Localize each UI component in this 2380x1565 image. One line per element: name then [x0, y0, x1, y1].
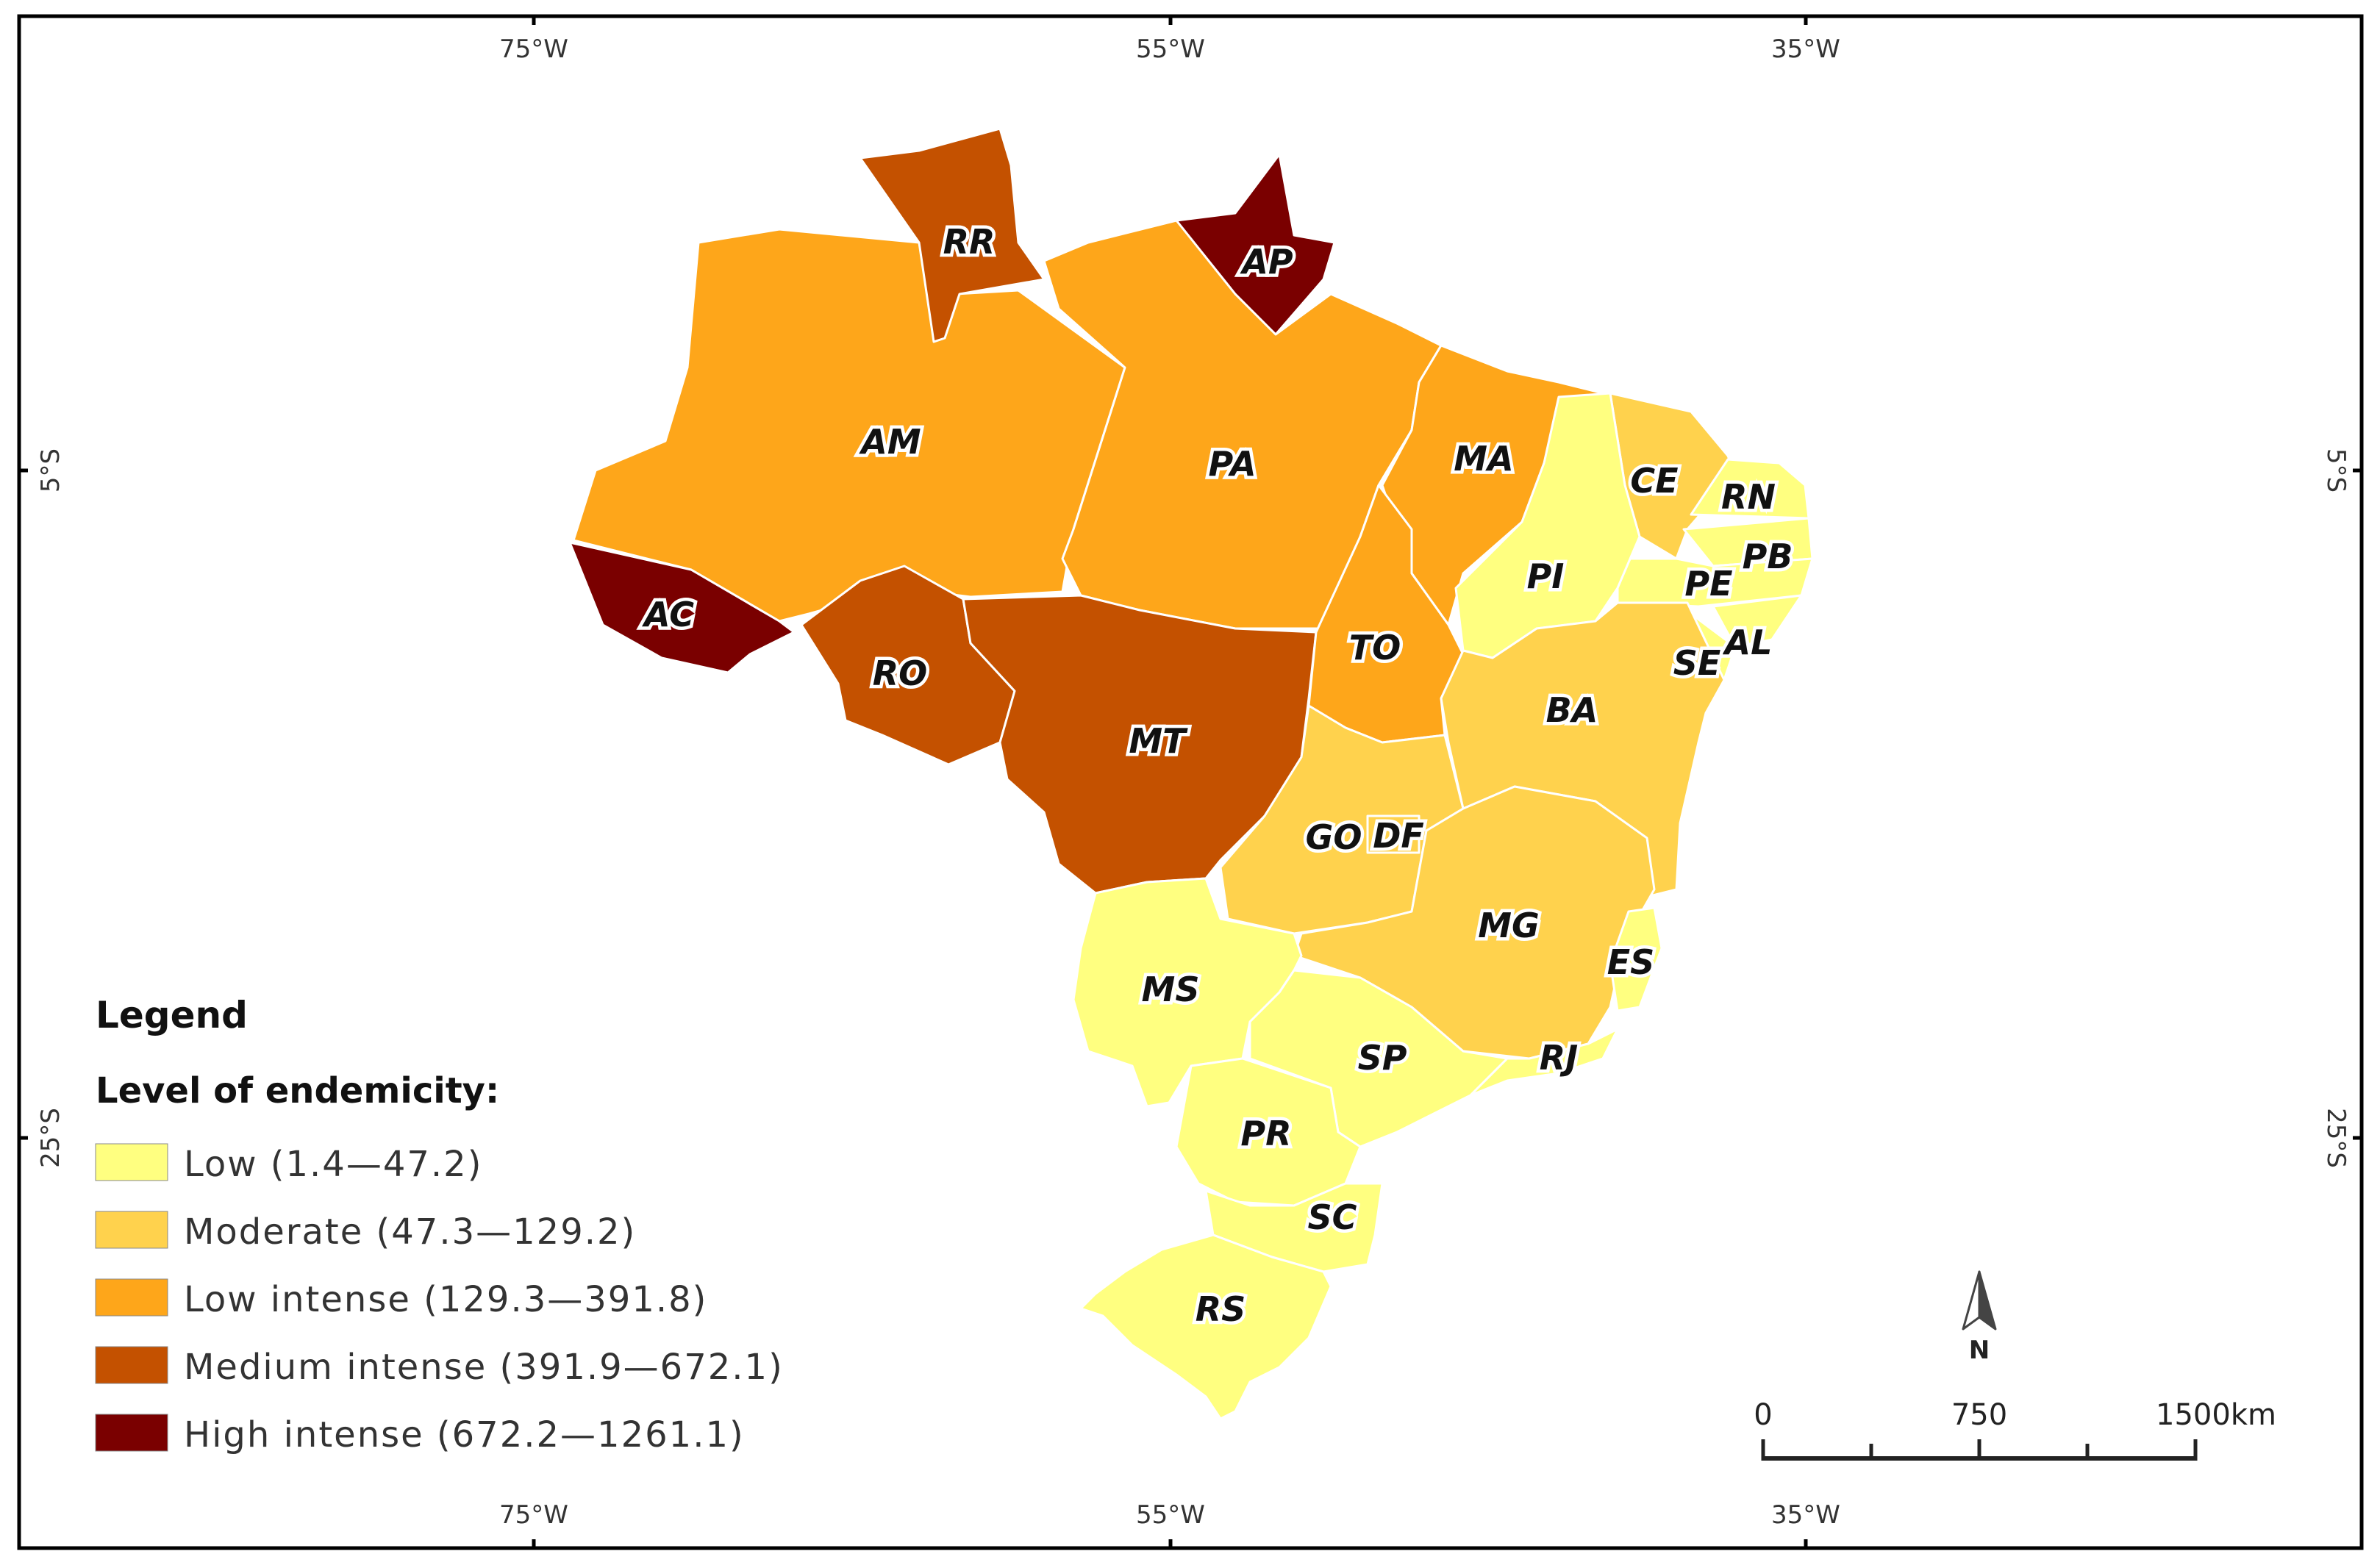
- legend-label-medium-intense: Medium intense (391.9—672.1): [184, 1347, 784, 1388]
- state-label-mt: MT: [1129, 721, 1188, 761]
- scale-bar: 0 750 1500km: [1754, 1398, 2276, 1461]
- state-label-ac: AC: [642, 595, 694, 634]
- state-rs: [1079, 1233, 1332, 1420]
- grid-label-bottom-75w: 75°W: [499, 1500, 568, 1530]
- state-label-pr: PR: [1240, 1114, 1291, 1153]
- state-label-pe: PE: [1684, 564, 1732, 604]
- state-al: [1712, 594, 1803, 648]
- state-label-rs: RS: [1196, 1289, 1246, 1329]
- grid-label-top-55w: 55°W: [1136, 35, 1205, 64]
- state-label-pa: PA: [1208, 444, 1256, 484]
- legend-swatch-low: [95, 1143, 168, 1181]
- grid-label-right-25s: 25°S: [2321, 1108, 2351, 1168]
- grid-label-bottom-55w: 55°W: [1136, 1500, 1205, 1530]
- graticule-ticks: [19, 16, 2362, 1548]
- state-rr: [859, 127, 1046, 343]
- state-label-sc: SC: [1308, 1197, 1357, 1237]
- legend-label-low-intense: Low intense (129.3—391.8): [184, 1279, 707, 1320]
- state-label-rn: RN: [1721, 477, 1776, 517]
- state-label-to: TO: [1349, 628, 1401, 667]
- state-label-sp: SP: [1358, 1038, 1407, 1078]
- state-label-rr: RR: [943, 222, 996, 262]
- legend-subtitle: Level of endemicity:: [96, 1070, 499, 1111]
- state-rj: [1469, 1028, 1619, 1097]
- state-ac: [568, 541, 796, 674]
- state-es: [1609, 906, 1663, 1012]
- legend-label-low: Low (1.4—47.2): [184, 1144, 482, 1185]
- state-label-ba: BA: [1546, 690, 1598, 730]
- legend-swatch-high-intense: [95, 1414, 168, 1452]
- north-arrow-icon: N: [1962, 1270, 1997, 1365]
- state-label-se: SE: [1673, 643, 1721, 683]
- states-layer: [568, 127, 1814, 1420]
- grid-label-bottom-35w: 35°W: [1771, 1500, 1840, 1530]
- state-ms: [1072, 877, 1303, 1108]
- state-label-al: AL: [1723, 623, 1773, 662]
- grid-label-right-5s: 5°S: [2321, 448, 2351, 493]
- state-ma: [1381, 344, 1604, 626]
- state-label-df: DF: [1373, 816, 1424, 856]
- north-arrow-label: N: [1969, 1336, 1990, 1365]
- grid-label-left-25s: 25°S: [36, 1108, 65, 1168]
- state-label-pi: PI: [1527, 556, 1565, 596]
- grid-label-top-35w: 35°W: [1771, 35, 1840, 64]
- state-label-go: GO: [1306, 817, 1362, 857]
- state-labels-layer: AM RR AP PA MA CE RN PB PE PI AL SE AC R…: [639, 219, 1796, 1333]
- legend-swatch-low-intense: [95, 1278, 168, 1317]
- grid-label-top-75w: 75°W: [499, 35, 568, 64]
- state-sp: [1248, 969, 1509, 1148]
- legend: Legend Level of endemicity: Low (1.4—47.…: [95, 994, 784, 1455]
- legend-label-high-intense: High intense (672.2—1261.1): [184, 1414, 745, 1455]
- state-label-am: AM: [859, 422, 921, 462]
- legend-swatch-moderate: [95, 1211, 168, 1249]
- state-label-es: ES: [1607, 942, 1655, 982]
- legend-label-moderate: Moderate (47.3—129.2): [184, 1211, 636, 1253]
- state-label-mg: MG: [1478, 906, 1540, 945]
- legend-swatch-medium-intense: [95, 1346, 168, 1384]
- state-rn: [1690, 458, 1810, 520]
- grid-label-left-5s: 5°S: [36, 448, 65, 493]
- state-label-ms: MS: [1142, 970, 1200, 1009]
- state-label-ap: AP: [1240, 242, 1293, 282]
- state-label-ma: MA: [1454, 439, 1513, 479]
- scale-label-0: 0: [1754, 1398, 1772, 1432]
- state-label-rj: RJ: [1540, 1038, 1579, 1078]
- legend-title: Legend: [96, 994, 248, 1036]
- state-label-ro: RO: [873, 653, 928, 693]
- state-label-ce: CE: [1630, 461, 1678, 501]
- state-label-pb: PB: [1743, 537, 1793, 576]
- scale-label-750: 750: [1951, 1398, 2007, 1432]
- state-df: [1366, 814, 1421, 854]
- scale-label-1500km: 1500km: [2156, 1398, 2276, 1432]
